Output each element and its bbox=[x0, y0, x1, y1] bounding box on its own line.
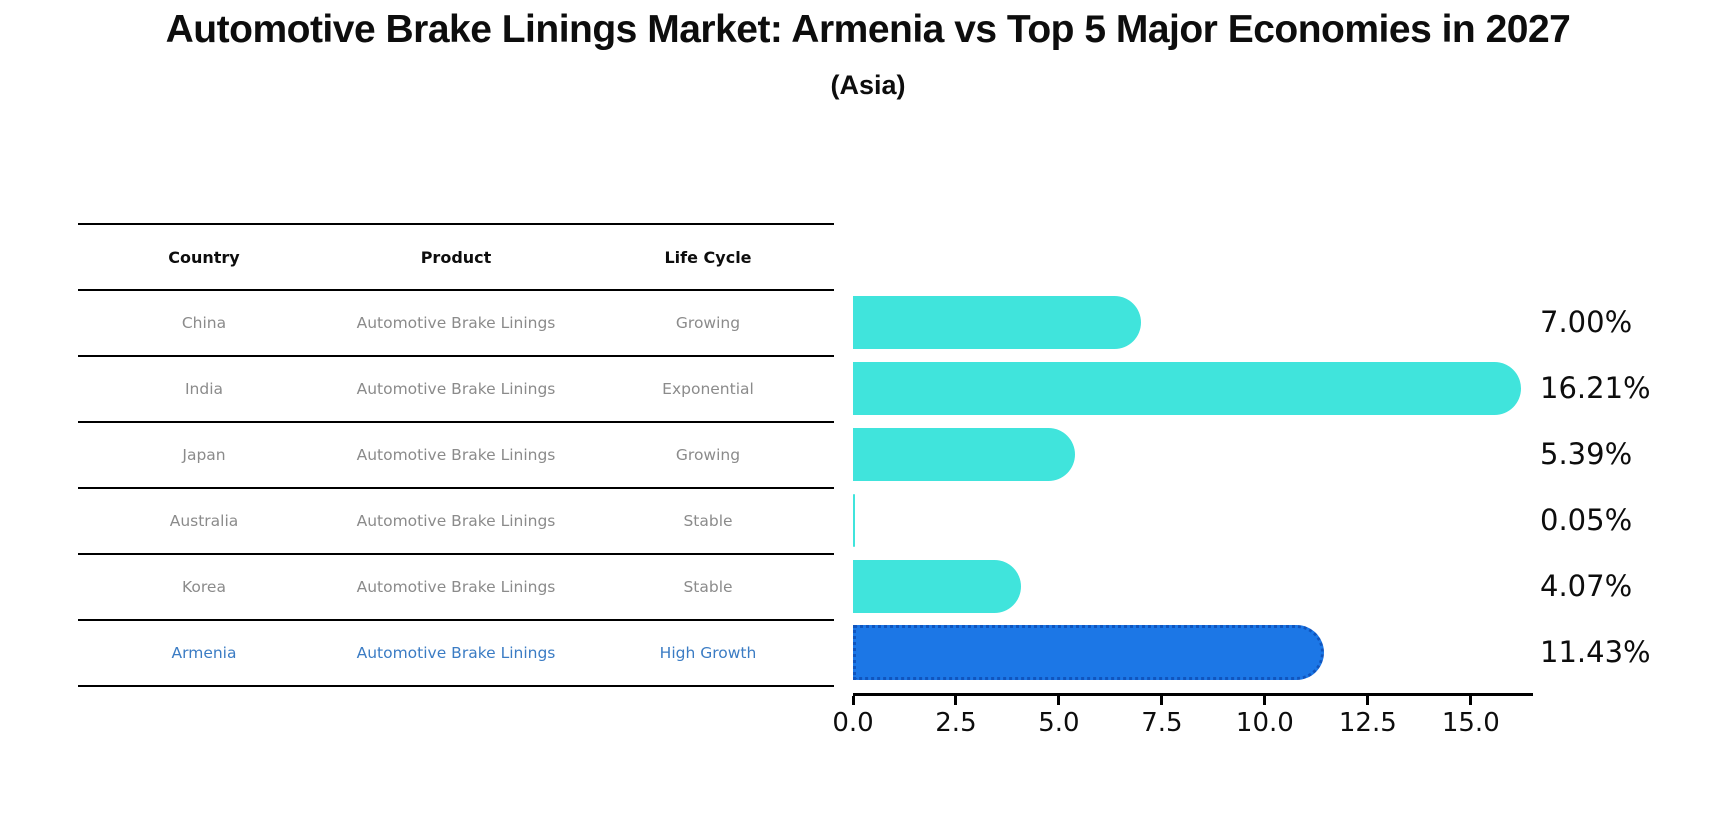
cell-product: Automotive Brake Linings bbox=[356, 644, 556, 662]
cell-country: Australia bbox=[169, 512, 239, 530]
cell-country: China bbox=[181, 314, 227, 332]
value-label-china: 7.00% bbox=[1540, 305, 1633, 339]
bar-armenia bbox=[853, 624, 1324, 680]
x-axis-tick bbox=[851, 696, 855, 705]
value-label-armenia: 11.43% bbox=[1540, 635, 1651, 669]
bar-korea bbox=[853, 559, 1021, 613]
x-axis-tick bbox=[954, 696, 958, 705]
x-axis-line bbox=[853, 693, 1533, 696]
table-row-armenia: Armenia Automotive Brake Linings High Grow… bbox=[78, 621, 834, 685]
table-body: China Automotive Brake Linings Growing Indi… bbox=[78, 291, 834, 685]
x-axis-tick-label: 0.0 bbox=[832, 708, 874, 738]
table-row-australia: Australia Automotive Brake Linings Stable bbox=[78, 489, 834, 555]
cell-life-cycle: High Growth bbox=[659, 644, 757, 662]
cell-life-cycle: Growing bbox=[675, 446, 741, 464]
x-axis-tick bbox=[1469, 696, 1473, 705]
x-axis-tick-label: 10.0 bbox=[1235, 708, 1294, 738]
x-axis-tick-label: 2.5 bbox=[935, 708, 977, 738]
value-label-japan: 5.39% bbox=[1540, 437, 1633, 471]
cell-product: Automotive Brake Linings bbox=[356, 512, 556, 530]
country-table: Country Product Life Cycle China Automoti… bbox=[78, 223, 834, 687]
value-label-korea: 4.07% bbox=[1540, 569, 1633, 603]
bar-japan bbox=[853, 427, 1075, 481]
cell-product: Automotive Brake Linings bbox=[356, 380, 556, 398]
table-header-country: Country bbox=[168, 247, 240, 267]
table-header-life-cycle: Life Cycle bbox=[664, 247, 752, 267]
cell-country: Korea bbox=[182, 578, 226, 596]
x-axis-tick bbox=[1263, 696, 1267, 705]
table-row-korea: Korea Automotive Brake Linings Stable bbox=[78, 555, 834, 621]
x-axis-tick-label: 7.5 bbox=[1141, 708, 1183, 738]
table-row-japan: Japan Automotive Brake Linings Growing bbox=[78, 423, 834, 489]
x-axis-tick bbox=[1160, 696, 1164, 705]
cell-country: India bbox=[184, 380, 224, 398]
chart-title: Automotive Brake Linings Market: Armenia… bbox=[165, 8, 1571, 51]
chart-subtitle: (Asia) bbox=[830, 70, 906, 100]
table-header-row: Country Product Life Cycle bbox=[78, 225, 834, 291]
x-axis-tick bbox=[1057, 696, 1061, 705]
bar-australia bbox=[853, 493, 856, 547]
cell-life-cycle: Stable bbox=[683, 512, 733, 530]
x-axis-tick-label: 5.0 bbox=[1038, 708, 1080, 738]
cell-product: Automotive Brake Linings bbox=[356, 578, 556, 596]
x-axis-tick-label: 15.0 bbox=[1441, 708, 1500, 738]
table-row-india: India Automotive Brake Linings Exponential bbox=[78, 357, 834, 423]
table-header-product: Product bbox=[420, 247, 492, 267]
cell-life-cycle: Growing bbox=[675, 314, 741, 332]
x-axis-tick bbox=[1366, 696, 1370, 705]
cell-life-cycle: Stable bbox=[683, 578, 733, 596]
value-label-australia: 0.05% bbox=[1540, 503, 1633, 537]
cell-product: Automotive Brake Linings bbox=[356, 314, 556, 332]
bar-china bbox=[853, 295, 1142, 349]
cell-product: Automotive Brake Linings bbox=[356, 446, 556, 464]
bar-india bbox=[853, 361, 1521, 415]
cell-country: Japan bbox=[182, 446, 226, 464]
cell-country: Armenia bbox=[171, 644, 237, 662]
cell-life-cycle: Exponential bbox=[662, 380, 754, 398]
table-row-china: China Automotive Brake Linings Growing bbox=[78, 291, 834, 357]
value-label-india: 16.21% bbox=[1540, 371, 1651, 405]
x-axis-tick-label: 12.5 bbox=[1338, 708, 1397, 738]
